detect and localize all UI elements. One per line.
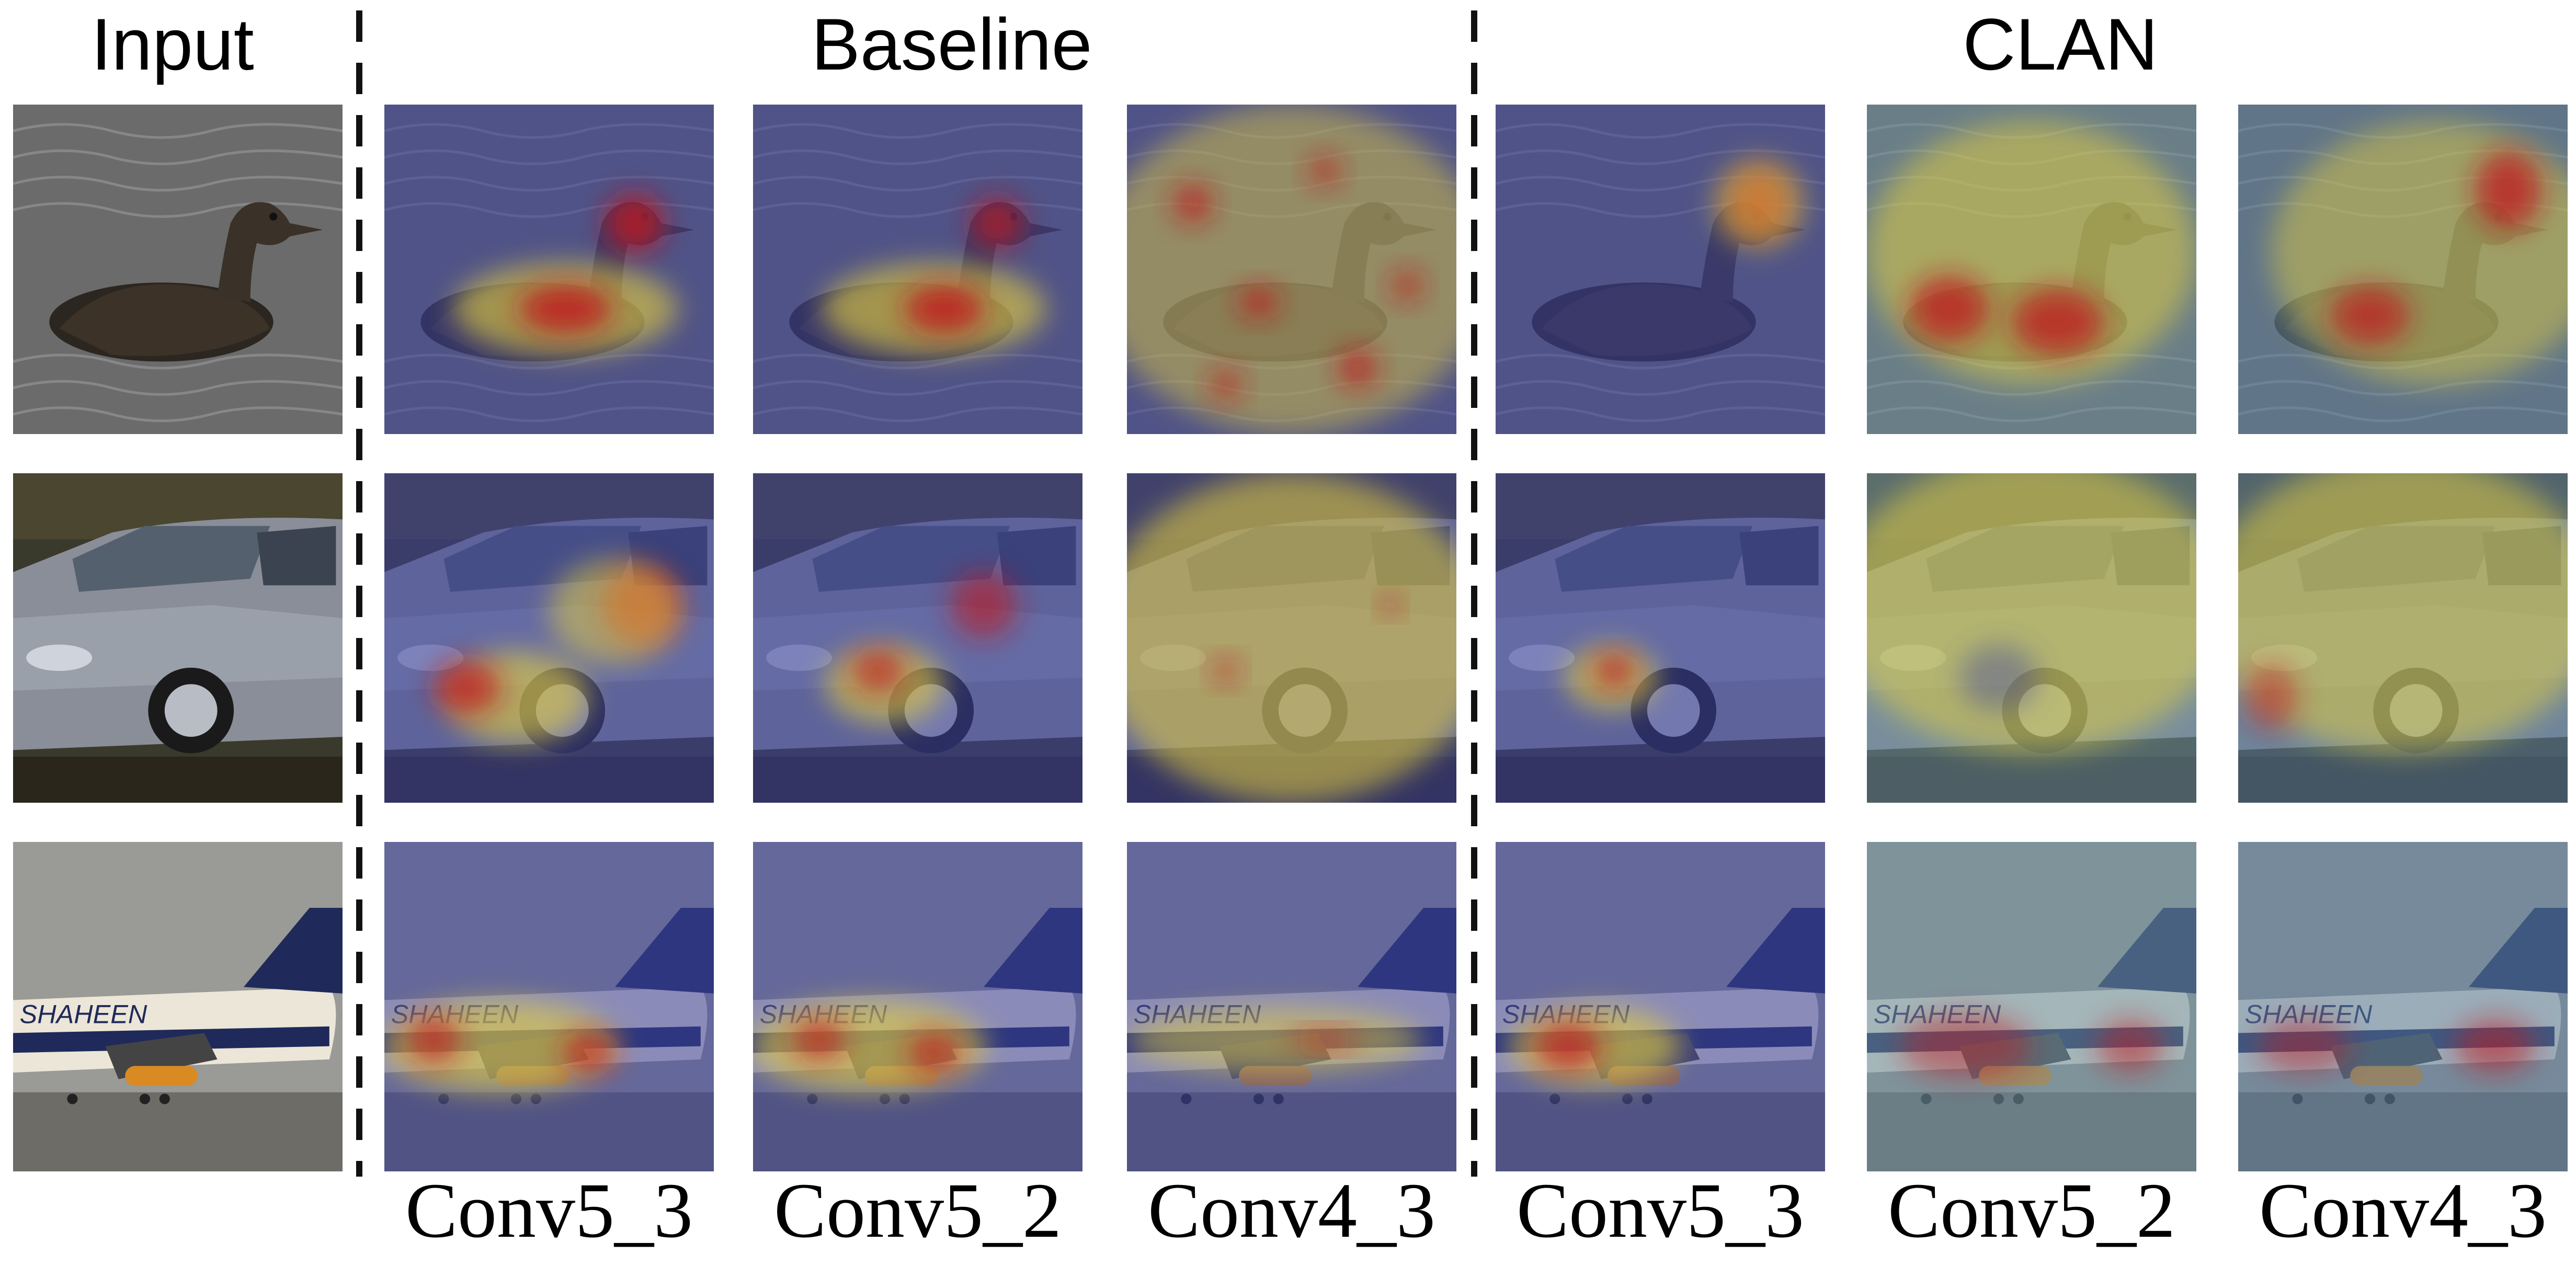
clan-header: CLAN bbox=[1963, 3, 2158, 85]
airplane-baseline-conv4-3-image: SHAHEEN bbox=[1127, 842, 1456, 1171]
car-clan-conv5-2-image bbox=[1867, 473, 2196, 803]
bird-heatmap bbox=[384, 105, 714, 434]
bird-heatmap bbox=[1496, 105, 1825, 434]
bird-photo bbox=[13, 105, 343, 434]
airplane-heatmap: SHAHEEN bbox=[753, 842, 1082, 1171]
bird-baseline-conv5-3-image bbox=[384, 105, 714, 434]
input-header: Input bbox=[91, 3, 254, 85]
airplane-heatmap: SHAHEEN bbox=[384, 842, 714, 1171]
divider-baseline-clan bbox=[1471, 10, 1477, 1177]
label-clan-conv4-3: Conv4_3 bbox=[2259, 1167, 2547, 1254]
airplane-clan-conv5-3-image: SHAHEEN bbox=[1496, 842, 1825, 1171]
car-input-image bbox=[13, 473, 343, 803]
bird-heatmap bbox=[753, 105, 1082, 434]
divider-input-baseline bbox=[356, 10, 362, 1177]
bird-clan-conv5-2-image bbox=[1867, 105, 2196, 434]
car-baseline-conv4-3-image bbox=[1127, 473, 1456, 803]
airplane-heatmap: SHAHEEN bbox=[2238, 842, 2568, 1171]
airplane-baseline-conv5-3-image: SHAHEEN bbox=[384, 842, 714, 1171]
car-heatmap bbox=[753, 473, 1082, 803]
car-baseline-conv5-2-image bbox=[753, 473, 1082, 803]
airplane-heatmap: SHAHEEN bbox=[1127, 842, 1456, 1171]
bird-clan-conv4-3-image bbox=[2238, 105, 2568, 434]
label-clan-conv5-3: Conv5_3 bbox=[1516, 1167, 1805, 1254]
car-heatmap bbox=[2238, 473, 2568, 803]
car-heatmap bbox=[1127, 473, 1456, 803]
airplane-clan-conv5-2-image: SHAHEEN bbox=[1867, 842, 2196, 1171]
car-heatmap bbox=[1867, 473, 2196, 803]
car-baseline-conv5-3-image bbox=[384, 473, 714, 803]
baseline-header: Baseline bbox=[811, 3, 1092, 85]
label-baseline-conv4-3: Conv4_3 bbox=[1147, 1167, 1436, 1254]
airplane-heatmap: SHAHEEN bbox=[1867, 842, 2196, 1171]
bird-clan-conv5-3-image bbox=[1496, 105, 1825, 434]
label-clan-conv5-2: Conv5_2 bbox=[1887, 1167, 2176, 1254]
airplane-input-image: SHAHEEN bbox=[13, 842, 343, 1171]
car-clan-conv5-3-image bbox=[1496, 473, 1825, 803]
airplane-baseline-conv5-2-image: SHAHEEN bbox=[753, 842, 1082, 1171]
bird-heatmap bbox=[1867, 105, 2196, 434]
airplane-heatmap: SHAHEEN bbox=[1496, 842, 1825, 1171]
label-baseline-conv5-3: Conv5_3 bbox=[405, 1167, 693, 1254]
svg-text:SHAHEEN: SHAHEEN bbox=[20, 999, 147, 1029]
airplane-clan-conv4-3-image: SHAHEEN bbox=[2238, 842, 2568, 1171]
label-baseline-conv5-2: Conv5_2 bbox=[773, 1167, 1062, 1254]
bird-input-image bbox=[13, 105, 343, 434]
bird-baseline-conv5-2-image bbox=[753, 105, 1082, 434]
car-heatmap bbox=[1496, 473, 1825, 803]
airplane-photo: SHAHEEN bbox=[13, 842, 343, 1171]
bird-baseline-conv4-3-image bbox=[1127, 105, 1456, 434]
car-heatmap bbox=[384, 473, 714, 803]
bird-heatmap bbox=[1127, 105, 1456, 434]
bird-heatmap bbox=[2238, 105, 2568, 434]
car-clan-conv4-3-image bbox=[2238, 473, 2568, 803]
car-photo bbox=[13, 473, 343, 803]
